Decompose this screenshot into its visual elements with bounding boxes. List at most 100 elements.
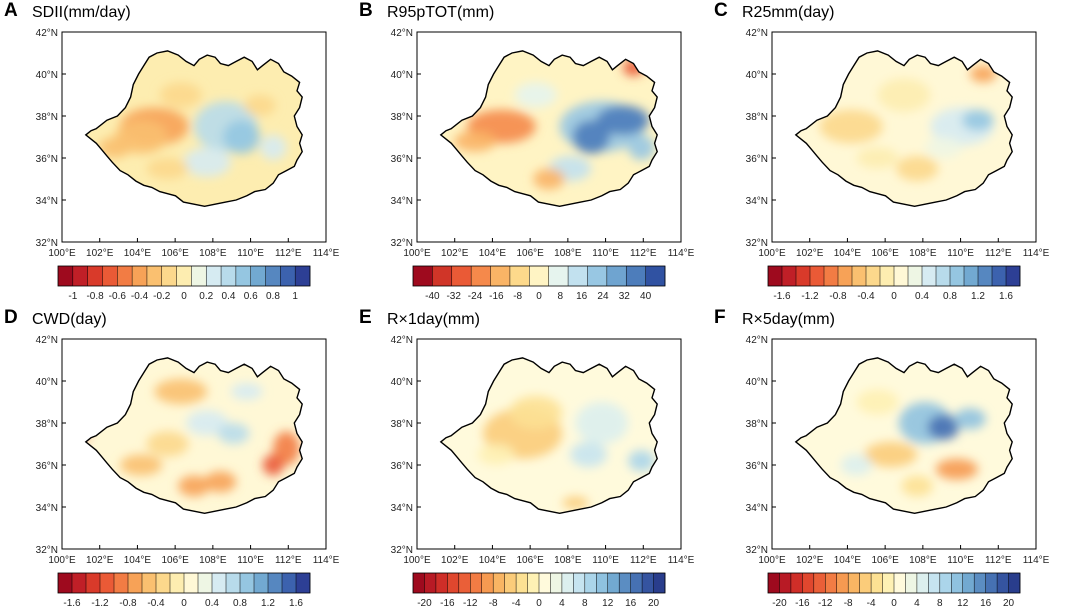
colorbar-swatch [424, 573, 437, 593]
colorbar-swatch [240, 573, 255, 593]
colorbar-swatch [221, 266, 237, 286]
panel-letter: F [714, 307, 726, 328]
colorbar-swatch [779, 573, 792, 593]
lon-label: 102°E [86, 248, 114, 259]
lat-label: 36°N [36, 461, 58, 472]
colorbar-swatch [490, 266, 511, 286]
panel-e: E R×1day(mm) 42°N 40°N 38°N 36°N 34°N 32°N 100… [355, 307, 710, 614]
lon-label: 102°E [796, 248, 824, 259]
anomaly-blob [509, 395, 563, 430]
colorbar-swatch [894, 266, 909, 286]
colorbar-swatch [184, 573, 199, 593]
lat-label: 36°N [746, 154, 768, 165]
colorbar-swatch [824, 266, 839, 286]
colorbar-swatch [584, 573, 597, 593]
colorbar-swatch [836, 573, 849, 593]
lon-label: 114°E [668, 248, 695, 259]
anomaly-field [795, 50, 1013, 207]
colorbar-swatch [161, 266, 177, 286]
colorbar-swatch [936, 266, 951, 286]
lat-label: 32°N [391, 545, 413, 556]
colorbar-tick: 0 [891, 291, 897, 302]
lon-label: 110°E [947, 555, 974, 566]
anomaly-blob [570, 441, 608, 468]
lat-label: 38°N [746, 419, 768, 430]
colorbar-tick: -0.8 [829, 291, 847, 302]
colorbar-swatch [866, 266, 881, 286]
anomaly-blob [962, 109, 994, 131]
lon-label: 100°E [48, 248, 76, 259]
lat-label: 42°N [36, 335, 58, 346]
anomaly-blob [273, 431, 300, 465]
colorbar-swatch [548, 266, 569, 286]
lon-label: 106°E [871, 555, 899, 566]
colorbar-tick: -4 [512, 598, 521, 609]
anomaly-blob [186, 410, 229, 436]
lat-label: 40°N [391, 70, 413, 81]
anomaly-blob [596, 105, 650, 135]
lat-label: 32°N [746, 238, 768, 249]
colorbar-swatch [997, 573, 1009, 593]
lat-label: 34°N [36, 196, 58, 207]
colorbar-tick: 16 [980, 598, 992, 609]
colorbar-tick: 8 [558, 291, 564, 302]
colorbar-swatch [908, 266, 923, 286]
colorbar-swatch [922, 266, 937, 286]
anomaly-blob [98, 137, 131, 158]
anomaly-blob [260, 134, 287, 161]
colorbar-swatch [768, 573, 780, 593]
panel-d: D CWD(day) 42°N 40°N 38°N 36°N 34°N 32°N 100°E… [0, 307, 355, 614]
colorbar-swatch [87, 266, 103, 286]
colorbar-tick: -1.6 [63, 598, 81, 609]
colorbar-swatch [810, 266, 825, 286]
colorbar-swatch [992, 266, 1007, 286]
panel-title: R95pTOT(mm) [387, 4, 495, 21]
colorbar-swatch [1006, 266, 1021, 286]
colorbar-swatch [516, 573, 528, 593]
lat-label: 34°N [391, 503, 413, 514]
colorbar-tick: 1.2 [971, 291, 985, 302]
colorbar-tick: 0 [181, 598, 187, 609]
lon-label: 104°E [834, 248, 862, 259]
anomaly-blob [217, 423, 250, 444]
lat-label: 38°N [391, 112, 413, 123]
lat-label: 36°N [391, 461, 413, 472]
anomaly-blob [453, 130, 497, 152]
region-outline [84, 357, 303, 515]
colorbar-swatch [587, 266, 608, 286]
colorbar-tick: -0.4 [131, 291, 149, 302]
colorbar-swatch [295, 266, 311, 286]
anomaly-blob [204, 471, 237, 493]
colorbar-swatch [951, 573, 964, 593]
anomaly-blob [877, 78, 931, 112]
lat-label: 42°N [391, 335, 413, 346]
lon-label: 108°E [199, 248, 227, 259]
colorbar-tick: -1.2 [91, 598, 109, 609]
colorbar-swatch [170, 573, 185, 593]
lat-label: 32°N [36, 545, 58, 556]
lon-label: 108°E [909, 555, 937, 566]
colorbar-tick: 1.2 [261, 598, 275, 609]
lat-label: 34°N [746, 503, 768, 514]
lon-label: 114°E [313, 248, 340, 259]
lon-label: 108°E [554, 555, 582, 566]
lat-label: 34°N [391, 196, 413, 207]
anomaly-blob [896, 155, 939, 182]
colorbar-swatch [128, 573, 143, 593]
panel-letter: A [4, 0, 18, 21]
anomaly-blob [514, 82, 557, 108]
colorbar-swatch [573, 573, 586, 593]
colorbar-tick: -0.4 [147, 598, 165, 609]
colorbar-tick: 8 [582, 598, 588, 609]
colorbar-swatch [848, 573, 860, 593]
colorbar-tick: -12 [463, 598, 478, 609]
lon-label: 106°E [516, 248, 544, 259]
colorbar-swatch [142, 573, 157, 593]
colorbar-tick: -0.8 [86, 291, 104, 302]
anomaly-blob [244, 95, 276, 116]
lon-label: 102°E [796, 555, 824, 566]
colorbar-tick: 0.4 [222, 291, 236, 302]
lat-label: 40°N [746, 377, 768, 388]
lon-label: 104°E [124, 248, 152, 259]
